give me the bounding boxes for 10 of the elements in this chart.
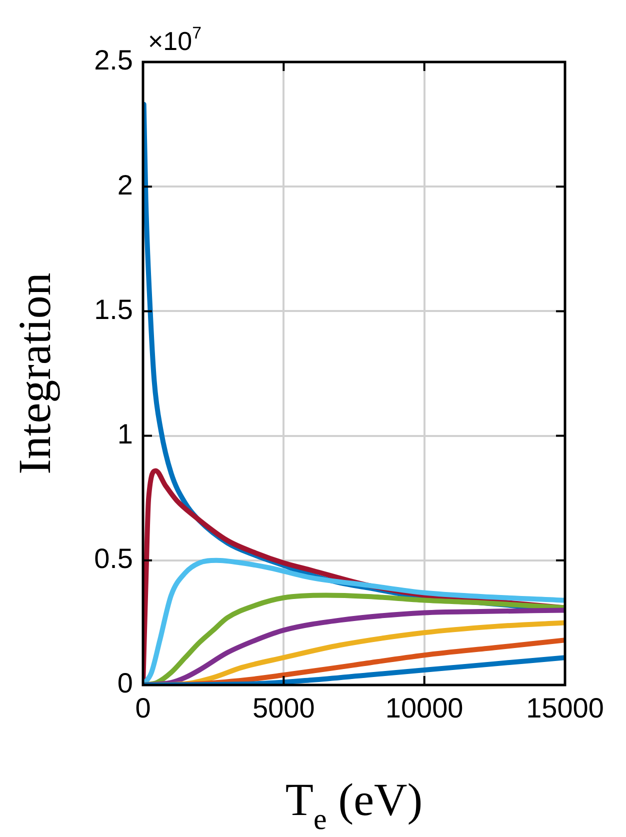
y-axis-title: Integration [9,272,60,474]
y-tick-label: 2.5 [94,44,133,76]
y-tick-label: 0 [117,668,133,699]
y-tick-label: 0.5 [94,543,133,574]
y-tick-label: 1.5 [94,294,133,325]
y-tick-label: 1 [117,418,133,450]
x-tick-label: 5000 [252,692,315,724]
x-tick-label: 15000 [526,692,604,724]
y-tick-label: 2 [117,169,133,200]
x-tick-label: 10000 [385,692,464,724]
